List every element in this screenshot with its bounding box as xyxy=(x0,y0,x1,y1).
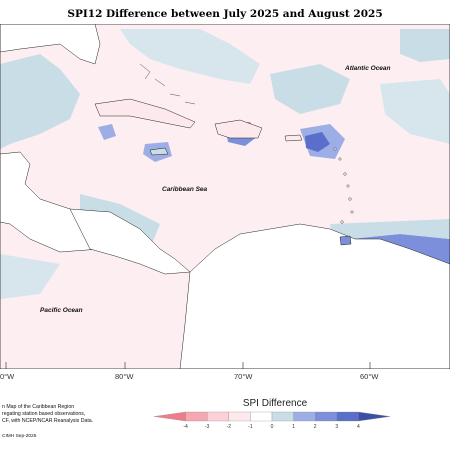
anomaly-blue-north xyxy=(120,29,260,84)
legend-title: SPI Difference xyxy=(242,398,308,409)
anomaly-blue-pacific xyxy=(0,254,60,299)
land-trinidad xyxy=(339,235,352,246)
legend-tick-label: 0 xyxy=(271,424,274,430)
legend-swatch-3 xyxy=(228,411,251,422)
land-south-america xyxy=(179,223,450,369)
legend-swatch-8 xyxy=(336,411,359,422)
legend-swatch-7 xyxy=(315,411,337,422)
bahamas-islands xyxy=(139,63,196,105)
lon-label-70w: 70°W xyxy=(234,372,253,381)
lon-label-80w: 80°W xyxy=(115,372,134,381)
label-caribbean-sea: Caribbean Sea xyxy=(162,186,208,193)
legend-tick-label: 2 xyxy=(314,424,317,430)
legend-swatch-6 xyxy=(293,411,316,422)
anomaly-blue-ne xyxy=(400,29,450,62)
anomaly-dark-pr xyxy=(305,132,330,152)
anomaly-blue-bahamas xyxy=(270,64,350,114)
credit-line-1: n Map of the Caribbean Region xyxy=(2,404,75,410)
lon-label-60w: 60°W xyxy=(360,372,379,381)
legend-swatch-1 xyxy=(185,411,208,422)
legend-swatch-9 xyxy=(358,411,391,422)
legend-tick-label: -4 xyxy=(183,424,188,430)
legend-tick-label: -3 xyxy=(205,424,210,430)
anomaly-blue-gulf xyxy=(0,54,80,149)
color-legend: -4 -3 -2 -1 0 1 2 3 4 xyxy=(153,411,391,430)
map-title: SPI12 Difference between July 2025 and A… xyxy=(67,8,383,20)
lesser-antilles xyxy=(333,147,354,224)
credit-stamp: CIMH Sep-2025 xyxy=(2,434,37,439)
legend-tick-label: 1 xyxy=(292,424,295,430)
legend-swatch-4 xyxy=(250,411,273,422)
legend-tick-label: 4 xyxy=(357,424,360,430)
spi-map: Atlantic Ocean Caribbean Sea Pacific Oce… xyxy=(0,24,450,369)
land-cuba xyxy=(94,98,196,129)
legend-swatch-2 xyxy=(207,411,229,422)
land-puerto-rico xyxy=(284,134,303,142)
anomaly-blue-central xyxy=(380,79,450,144)
land-jamaica xyxy=(149,147,169,156)
credit-line-3: CF, with NCEP/NCAR Reanalysis Data. xyxy=(2,418,94,424)
label-atlantic-ocean: Atlantic Ocean xyxy=(344,65,391,72)
legend-tick-label: -1 xyxy=(248,424,253,430)
legend-swatch-0 xyxy=(153,411,186,422)
anomaly-blue-cuba-w xyxy=(98,124,116,140)
label-pacific-ocean: Pacific Ocean xyxy=(40,307,83,314)
anomaly-blue-venezuela-outer xyxy=(330,219,450,249)
credit-line-2: regating station based observations, xyxy=(2,411,86,417)
land-florida xyxy=(0,24,101,65)
lon-label-edge: 0°W xyxy=(0,372,15,381)
legend-swatch-5 xyxy=(271,411,294,422)
legend-tick-label: -2 xyxy=(227,424,232,430)
land-hispaniola xyxy=(214,119,263,139)
legend-tick-label: 3 xyxy=(335,424,338,430)
